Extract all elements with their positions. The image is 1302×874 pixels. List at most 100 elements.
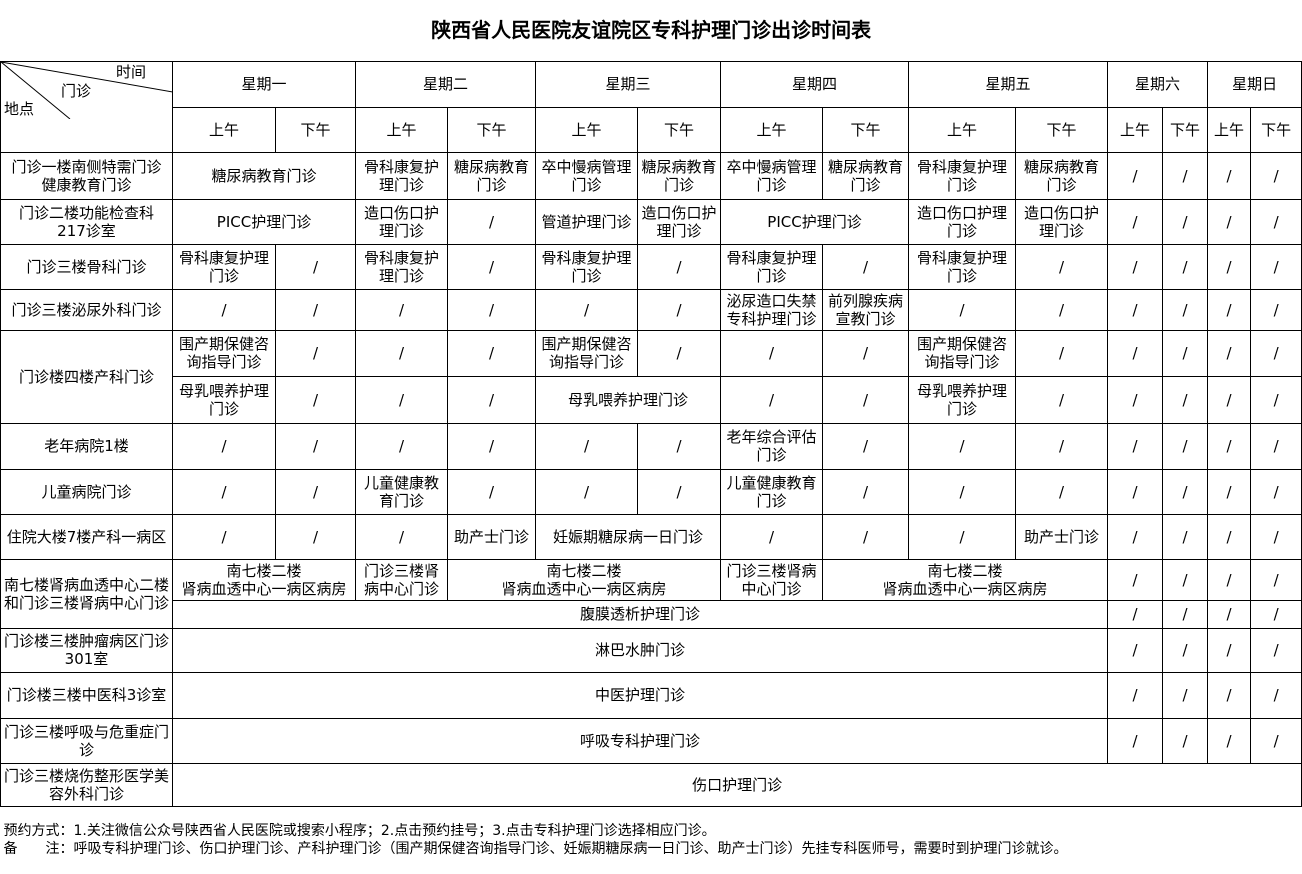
corner-clinic-label: 门诊	[61, 81, 92, 100]
empty-slot: /	[822, 513, 909, 560]
table-row: 门诊二楼功能检查科 217诊室 PICC护理门诊 造口伤口护理门诊 / 管道护理门诊 造口…	[0, 198, 1302, 245]
location-cell: 门诊三楼泌尿外科门诊	[0, 288, 173, 331]
location-cell: 南七楼肾病血透中心二楼和门诊三楼肾病中心门诊	[0, 558, 173, 629]
clinic-slot: 门诊三楼肾病中心门诊	[355, 558, 448, 601]
empty-slot: /	[1162, 717, 1208, 764]
empty-slot: /	[355, 329, 448, 377]
empty-slot: /	[1249, 329, 1302, 377]
empty-slot: /	[1249, 627, 1302, 673]
empty-slot: /	[1107, 422, 1163, 470]
clinic-slot: 造口伤口护理门诊	[1015, 198, 1108, 245]
table-row: 门诊三楼呼吸与危重症门诊 呼吸专科护理门诊 / / / /	[0, 717, 1302, 764]
empty-slot: /	[1207, 513, 1251, 560]
empty-slot: /	[1015, 288, 1108, 331]
page-title: 陕西省人民医院友谊院区专科护理门诊出诊时间表	[0, 0, 1302, 62]
pm-header: 下午	[447, 106, 536, 153]
empty-slot: /	[1015, 329, 1108, 377]
location-cell: 住院大楼7楼产科一病区	[0, 513, 173, 560]
empty-slot: /	[1249, 599, 1302, 629]
clinic-slot: 造口伤口护理门诊	[908, 198, 1016, 245]
empty-slot: /	[275, 375, 356, 424]
am-header: 上午	[535, 106, 638, 153]
clinic-slot: 泌尿造口失禁专科护理门诊	[720, 288, 823, 331]
empty-slot: /	[1162, 599, 1208, 629]
empty-slot: /	[1015, 468, 1108, 515]
empty-slot: /	[1162, 329, 1208, 377]
clinic-slot: 呼吸专科护理门诊	[172, 717, 1108, 764]
empty-slot: /	[637, 468, 721, 515]
empty-slot: /	[1107, 599, 1163, 629]
empty-slot: /	[275, 513, 356, 560]
empty-slot: /	[1015, 243, 1108, 290]
empty-slot: /	[535, 468, 638, 515]
empty-slot: /	[1162, 422, 1208, 470]
location-cell: 门诊三楼烧伤整形医学美容外科门诊	[0, 762, 173, 807]
clinic-slot: 骨科康复护理门诊	[355, 243, 448, 290]
empty-slot: /	[1249, 375, 1302, 424]
table-row: 南七楼肾病血透中心二楼和门诊三楼肾病中心门诊 南七楼二楼 肾病血透中心一病区病房门…	[0, 558, 1302, 629]
empty-slot: /	[1162, 288, 1208, 331]
pm-header: 下午	[1015, 106, 1108, 153]
clinic-slot: 南七楼二楼 肾病血透中心一病区病房	[172, 558, 356, 601]
empty-slot: /	[1162, 627, 1208, 673]
empty-slot: /	[1249, 671, 1302, 719]
empty-slot: /	[355, 375, 448, 424]
day-header: 星期四	[720, 60, 909, 108]
empty-slot: /	[1207, 375, 1251, 424]
empty-slot: /	[1107, 717, 1163, 764]
empty-slot: /	[908, 288, 1016, 331]
day-header: 星期五	[908, 60, 1108, 108]
empty-slot: /	[1015, 422, 1108, 470]
clinic-slot: 母乳喂养护理门诊	[172, 375, 276, 424]
clinic-slot: 围产期保健咨询指导门诊	[172, 329, 276, 377]
empty-slot: /	[822, 468, 909, 515]
clinic-slot: 母乳喂养护理门诊	[535, 375, 721, 424]
day-header: 星期一	[172, 60, 356, 108]
empty-slot: /	[1249, 288, 1302, 331]
empty-slot: /	[447, 288, 536, 331]
location-cell: 老年病院1楼	[0, 422, 173, 470]
table-row: 门诊楼三楼中医科3诊室 中医护理门诊 / / / /	[0, 671, 1302, 719]
day-header: 星期二	[355, 60, 536, 108]
empty-slot: /	[1107, 468, 1163, 515]
clinic-slot: 南七楼二楼 肾病血透中心一病区病房	[822, 558, 1108, 601]
empty-slot: /	[1249, 151, 1302, 200]
empty-slot: /	[172, 288, 276, 331]
clinic-slot: 妊娠期糖尿病一日门诊	[535, 513, 721, 560]
table-row: 腹膜透析护理门诊 / / / /	[1, 599, 1302, 629]
empty-slot: /	[1249, 243, 1302, 290]
clinic-slot: PICC护理门诊	[720, 198, 909, 245]
empty-slot: /	[720, 513, 823, 560]
clinic-slot: 助产士门诊	[447, 513, 536, 560]
empty-slot: /	[355, 513, 448, 560]
pm-header: 下午	[1249, 106, 1302, 153]
empty-slot: /	[1107, 671, 1163, 719]
empty-slot: /	[355, 422, 448, 470]
empty-slot: /	[172, 468, 276, 515]
am-header: 上午	[1207, 106, 1251, 153]
clinic-slot: 骨科康复护理门诊	[908, 151, 1016, 200]
empty-slot: /	[275, 468, 356, 515]
empty-slot: /	[1162, 243, 1208, 290]
empty-slot: /	[1207, 288, 1251, 331]
empty-slot: /	[1249, 422, 1302, 470]
location-cell: 门诊楼四楼产科门诊	[0, 329, 173, 424]
clinic-slot: 中医护理门诊	[172, 671, 1108, 719]
empty-slot: /	[275, 329, 356, 377]
empty-slot: /	[1207, 627, 1251, 673]
empty-slot: /	[637, 243, 721, 290]
empty-slot: /	[1207, 558, 1251, 601]
empty-slot: /	[1207, 599, 1251, 629]
empty-slot: /	[447, 468, 536, 515]
empty-slot: /	[908, 422, 1016, 470]
empty-slot: /	[1107, 375, 1163, 424]
empty-slot: /	[1162, 375, 1208, 424]
clinic-slot: 骨科康复护理门诊	[355, 151, 448, 200]
empty-slot: /	[1107, 198, 1163, 245]
empty-slot: /	[1249, 198, 1302, 245]
empty-slot: /	[535, 422, 638, 470]
empty-slot: /	[1207, 151, 1251, 200]
table-row: 门诊一楼南侧特需门诊 健康教育门诊 糖尿病教育门诊 骨科康复护理门诊 糖尿病教育门诊卒…	[0, 151, 1302, 200]
clinic-slot: 老年综合评估门诊	[720, 422, 823, 470]
